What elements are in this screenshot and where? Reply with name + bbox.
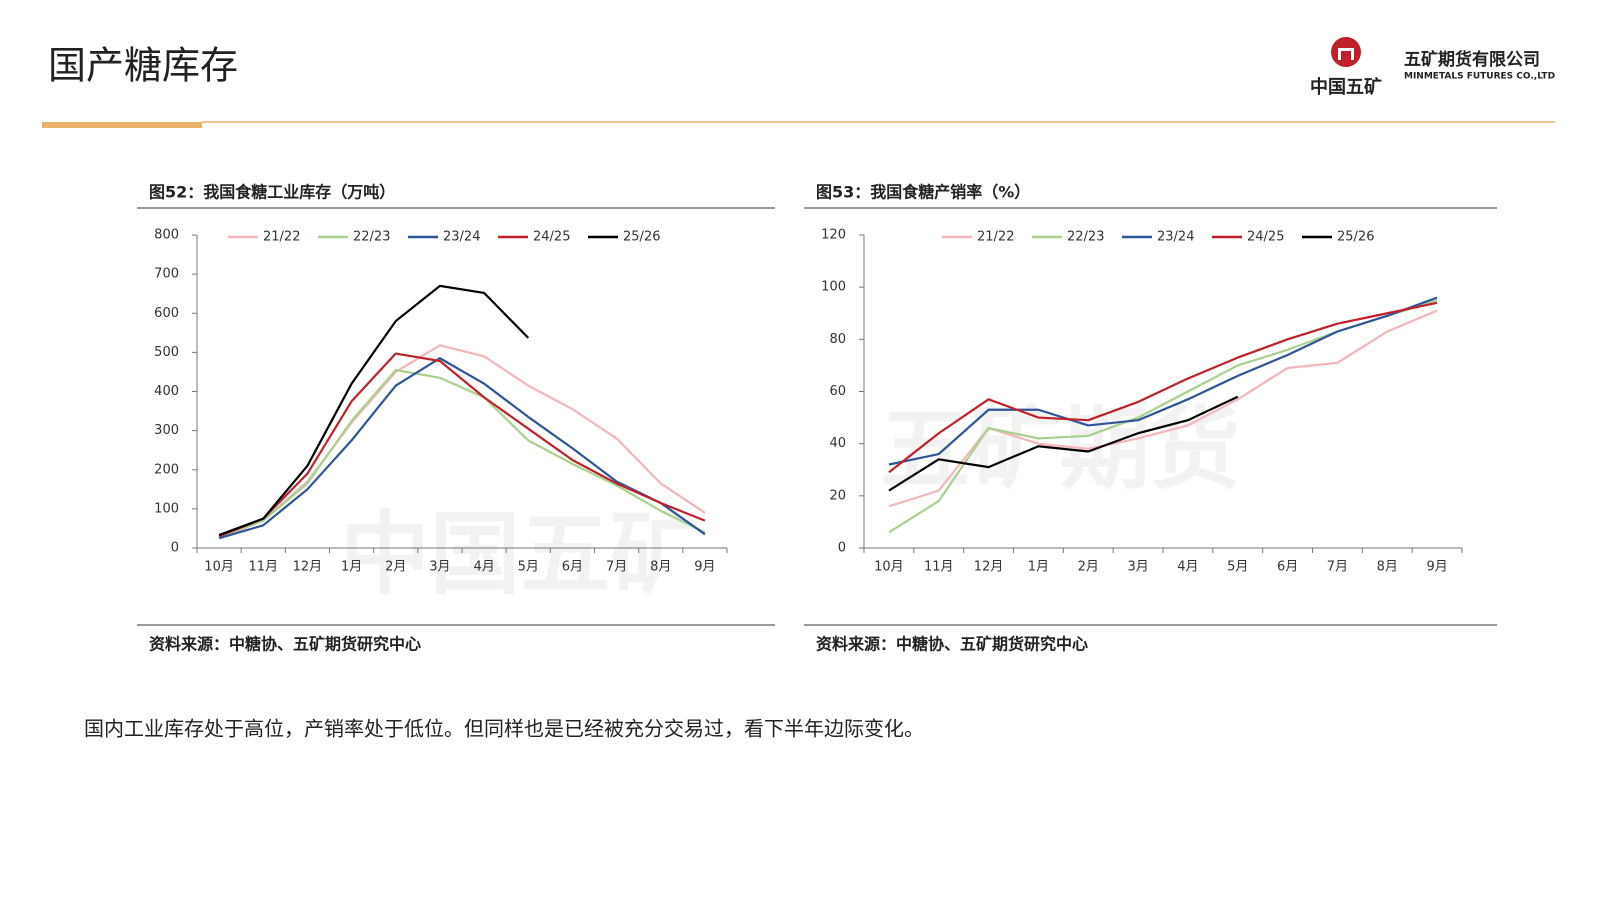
x-tick-label: 12月 (974, 560, 1004, 575)
x-tick-label: 9月 (694, 560, 715, 575)
x-tick-label: 3月 (429, 560, 450, 575)
series-line (888, 296, 1438, 466)
x-tick-label: 7月 (606, 560, 627, 575)
legend-label: 22/23 (1067, 230, 1104, 245)
x-tick-label: 6月 (562, 560, 583, 575)
x-tick-label: 8月 (650, 560, 671, 575)
x-tick-label: 11月 (924, 560, 954, 575)
legend-label: 23/24 (443, 230, 480, 245)
y-tick-label: 700 (154, 267, 179, 282)
y-tick-label: 0 (838, 541, 846, 556)
chart-title: 图52：我国食糖工业库存（万吨） (149, 183, 395, 202)
source: 资料来源：中糖协、五矿期货研究中心 (149, 635, 421, 654)
brand: 中国五矿 (1310, 76, 1382, 98)
x-tick-label: 1月 (1028, 560, 1049, 575)
x-tick-label: 7月 (1327, 560, 1348, 575)
y-tick-label: 500 (154, 345, 179, 360)
y-tick-label: 300 (154, 423, 179, 438)
legend-label: 22/23 (353, 230, 390, 245)
legend-label: 24/25 (533, 230, 570, 245)
legend-label: 21/22 (263, 230, 300, 245)
y-tick-label: 60 (829, 384, 846, 399)
slide-title: 国产糖库存 (48, 44, 238, 88)
y-tick-label: 0 (171, 541, 179, 556)
y-tick-label: 20 (829, 488, 846, 503)
x-tick-label: 12月 (293, 560, 323, 575)
y-tick-label: 80 (829, 332, 846, 347)
x-tick-label: 8月 (1377, 560, 1398, 575)
legend-label: 21/22 (977, 230, 1014, 245)
y-tick-label: 600 (154, 306, 179, 321)
legend-label: 25/26 (623, 230, 660, 245)
x-tick-label: 3月 (1127, 560, 1148, 575)
x-tick-label: 11月 (248, 560, 278, 575)
x-tick-label: 6月 (1277, 560, 1298, 575)
x-tick-label: 4月 (473, 560, 494, 575)
x-tick-label: 4月 (1177, 560, 1198, 575)
y-tick-label: 40 (829, 436, 846, 451)
legend-label: 25/26 (1337, 230, 1374, 245)
divider-accent (42, 122, 202, 128)
series-line (888, 395, 1239, 492)
series-line (218, 368, 706, 539)
x-tick-label: 1月 (341, 560, 362, 575)
y-tick-label: 200 (154, 462, 179, 477)
legend-label: 24/25 (1247, 230, 1284, 245)
logo (1331, 37, 1361, 67)
x-tick-label: 10月 (204, 560, 234, 575)
y-tick-label: 100 (154, 501, 179, 516)
series-line (218, 344, 706, 540)
x-tick-label: 5月 (1227, 560, 1248, 575)
company-en: MINMETALS FUTURES CO.,LTD (1404, 72, 1555, 82)
y-tick-label: 120 (821, 228, 846, 243)
series-line (218, 357, 706, 540)
series-line (888, 301, 1438, 474)
chart-title: 图53：我国食糖产销率（%） (816, 183, 1030, 202)
body-text: 国内工业库存处于高位，产销率处于低位。但同样也是已经被充分交易过，看下半年边际变… (84, 717, 924, 741)
series-line (218, 352, 706, 538)
source: 资料来源：中糖协、五矿期货研究中心 (816, 635, 1088, 654)
company: 五矿期货有限公司 (1404, 49, 1540, 70)
x-tick-label: 2月 (1078, 560, 1099, 575)
x-tick-label: 2月 (385, 560, 406, 575)
y-tick-label: 400 (154, 384, 179, 399)
watermark: 中国五矿 (340, 502, 700, 607)
y-tick-label: 800 (154, 228, 179, 243)
x-tick-label: 9月 (1426, 560, 1447, 575)
y-tick-label: 100 (821, 280, 846, 295)
legend-label: 23/24 (1157, 230, 1194, 245)
series-line (218, 284, 530, 537)
x-tick-label: 10月 (874, 560, 904, 575)
x-tick-label: 5月 (518, 560, 539, 575)
